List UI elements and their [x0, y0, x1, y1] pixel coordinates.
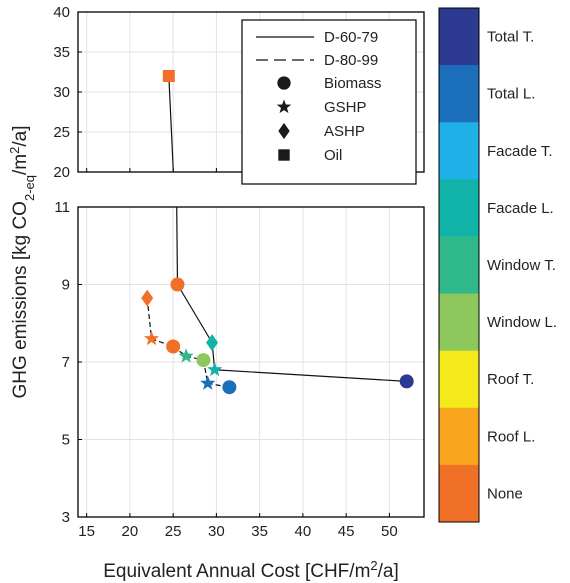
- y-axis-label: GHG emissions [kg CO2-eq/m2/a]: [7, 126, 37, 399]
- data-point-diamond: [141, 289, 154, 307]
- x-tick-label: 35: [251, 523, 268, 540]
- colorbar-label: Roof T.: [487, 371, 534, 388]
- x-tick-label: 45: [338, 523, 355, 540]
- colorbar-label: Total T.: [487, 29, 534, 46]
- data-point-square: [162, 70, 175, 82]
- y-tick-label: 3: [62, 509, 70, 526]
- data-point-circle: [222, 380, 237, 395]
- colorbar-label: Total L.: [487, 86, 535, 103]
- y-tick-label: 25: [53, 124, 70, 141]
- legend-label: Biomass: [324, 75, 382, 92]
- legend: D-60-79 D-80-99 Biomass GSHP ASHP Oil: [241, 19, 417, 185]
- legend-label: D-80-99: [324, 52, 378, 69]
- x-tick-label: 40: [295, 523, 312, 540]
- colorbar-label: Roof L.: [487, 428, 535, 445]
- y-tick-label: 7: [62, 354, 70, 371]
- y-label-superscript: 2: [7, 147, 22, 154]
- x-tick-label: 20: [122, 523, 139, 540]
- series-line-segment: [146, 297, 153, 339]
- colorbar-segment: [439, 464, 479, 523]
- data-point-star: [143, 330, 160, 346]
- data-point-circle: [166, 339, 181, 354]
- data-point-circle: [196, 353, 211, 368]
- colorbar-segment: [439, 65, 479, 123]
- legend-star-icon: [276, 99, 292, 114]
- x-tick-label: 15: [78, 523, 95, 540]
- colorbar-label: Facade L.: [487, 200, 554, 217]
- lower-panel-grid: [78, 206, 424, 518]
- series-line-segment: [168, 75, 174, 173]
- legend-square-icon: [278, 149, 290, 161]
- x-axis-label: Equivalent Annual Cost [CHF/m2/a]: [103, 558, 399, 583]
- colorbar-label: Window T.: [487, 257, 556, 274]
- legend-label: Oil: [324, 147, 342, 164]
- series-line-segment: [214, 369, 407, 382]
- legend-label: D-60-79: [324, 29, 378, 46]
- x-tick-label: 50: [381, 523, 398, 540]
- colorbar-segment: [439, 179, 479, 237]
- colorbar-segment: [439, 8, 479, 66]
- legend-box: [241, 19, 417, 185]
- colorbar: Total T. Total L. Facade T. Facade L. Window…: [438, 7, 557, 523]
- y-label-mid: /m: [10, 154, 31, 175]
- y-label-rest: /a]: [10, 126, 31, 147]
- y-tick-label: 40: [53, 4, 70, 21]
- legend-diamond-icon: [278, 122, 290, 140]
- data-point-circle: [170, 277, 185, 292]
- colorbar-segment: [439, 407, 479, 466]
- colorbar-segment: [439, 350, 479, 409]
- colorbar-segment: [439, 122, 479, 180]
- x-label-rest: /a]: [378, 561, 399, 582]
- legend-label: ASHP: [324, 123, 365, 140]
- y-tick-label: 5: [62, 432, 70, 449]
- series-line-segment: [176, 284, 213, 343]
- colorbar-label: Facade T.: [487, 143, 553, 160]
- x-tick-label: 30: [208, 523, 225, 540]
- y-tick-label: 30: [53, 84, 70, 101]
- y-label-subscript: 2-eq: [22, 175, 37, 201]
- data-point-star: [178, 348, 194, 363]
- data-point-star: [200, 375, 216, 390]
- data-point-star: [207, 361, 223, 377]
- y-tick-label: 9: [62, 277, 70, 294]
- colorbar-segment: [439, 293, 479, 352]
- series-line-segment: [176, 206, 179, 285]
- legend-items: D-60-79 D-80-99 Biomass GSHP ASHP Oil: [256, 29, 382, 164]
- data-point-diamond: [206, 334, 219, 352]
- colorbar-frame: [438, 7, 480, 523]
- colorbar-label: None: [487, 485, 523, 502]
- colorbar-label: Window L.: [487, 314, 557, 331]
- x-tick-label: 25: [165, 523, 182, 540]
- legend-label: GSHP: [324, 99, 367, 116]
- legend-circle-icon: [277, 76, 291, 90]
- data-markers: [141, 70, 414, 395]
- y-tick-label: 11: [54, 199, 70, 216]
- colorbar-segment: [439, 236, 479, 295]
- data-point-circle: [399, 374, 414, 389]
- y-tick-label: 20: [53, 164, 70, 181]
- x-label-superscript: 2: [370, 558, 377, 573]
- y-tick-label: 35: [53, 44, 70, 61]
